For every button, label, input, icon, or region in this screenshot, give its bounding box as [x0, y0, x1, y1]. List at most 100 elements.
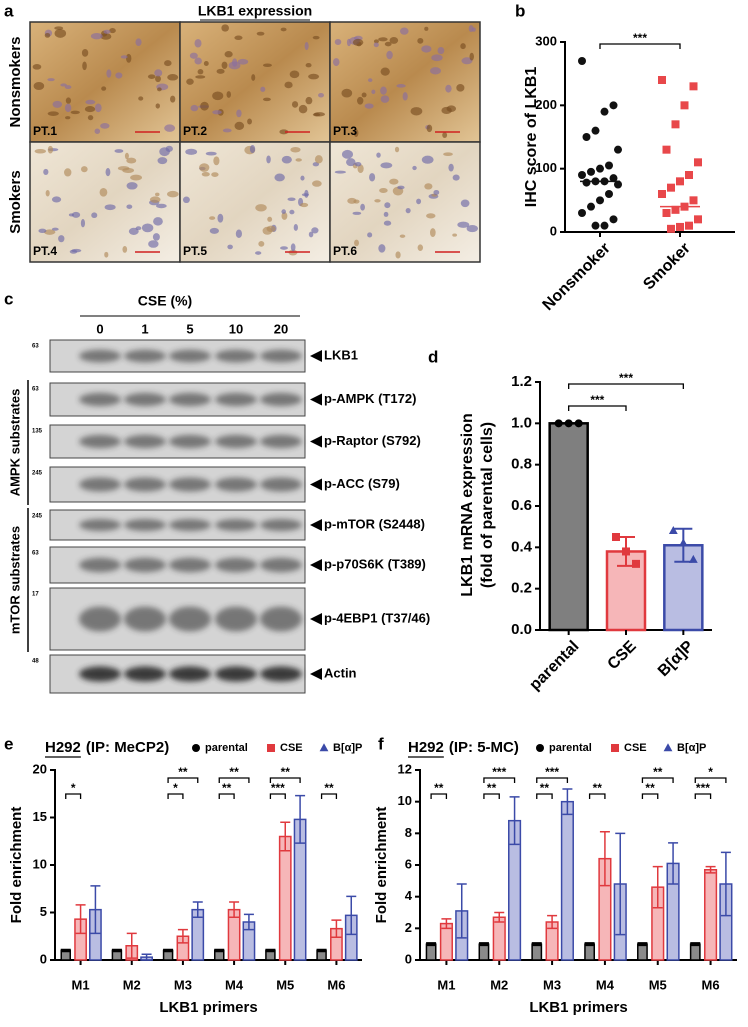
band-label: p-p70S6K (T389) [324, 556, 426, 571]
y-tick-label: 100 [535, 160, 557, 175]
cell [318, 93, 325, 98]
cell [71, 211, 81, 218]
significance-bracket [167, 777, 199, 783]
cell [126, 53, 132, 63]
y-tick-label: 0.4 [511, 538, 533, 555]
cell [256, 31, 265, 36]
ihc-image [179, 21, 331, 143]
point [667, 183, 675, 192]
cell [197, 69, 204, 75]
x-tick-label: M6 [327, 977, 345, 992]
cell [164, 124, 176, 132]
mw-marker: 17 [32, 592, 39, 598]
error-bar [562, 788, 573, 816]
cell [170, 95, 176, 103]
cell [266, 225, 276, 233]
point [671, 120, 680, 129]
cell [213, 156, 220, 166]
cell [364, 103, 374, 109]
cell [185, 148, 198, 155]
cell [64, 103, 72, 113]
cell [380, 86, 387, 95]
point [600, 107, 609, 116]
point [578, 57, 586, 65]
cell [461, 57, 473, 65]
cell [289, 209, 295, 215]
cell [45, 189, 50, 197]
error-bar [652, 865, 663, 909]
blot-band [169, 519, 211, 531]
cell [290, 146, 301, 153]
cell [182, 196, 190, 204]
cell [378, 37, 388, 42]
error-bar [615, 832, 626, 936]
blot-band [79, 557, 121, 573]
cell [430, 67, 441, 75]
cell [65, 116, 71, 120]
chart-subtitle: (IP: 5-MC) [449, 739, 519, 756]
bar [584, 943, 595, 961]
cell [54, 28, 67, 38]
point [591, 126, 600, 135]
cell [334, 170, 346, 174]
cell [126, 204, 133, 209]
significance-label: ** [222, 781, 232, 795]
y-tick-label: 5 [40, 904, 47, 919]
blot-band [260, 349, 302, 363]
significance-bracket [536, 793, 553, 799]
cell [281, 155, 292, 164]
blot-strip [49, 654, 306, 694]
error-bar [316, 948, 327, 953]
x-tick-label: parental [526, 638, 582, 694]
legend-label: CSE [624, 742, 647, 754]
blot-band [260, 519, 302, 531]
cell [164, 60, 172, 67]
cell [155, 75, 161, 83]
point [662, 209, 671, 217]
point [574, 419, 583, 428]
cell [251, 74, 256, 81]
group-label: AMPK substrates [7, 389, 22, 497]
point [694, 215, 702, 224]
legend-label: B[α]P [333, 742, 362, 754]
error-bar [426, 942, 437, 947]
band-label: p-ACC (S79) [324, 476, 400, 491]
cell [68, 213, 74, 217]
y-tick-label: 2 [405, 920, 412, 935]
blot-band [124, 349, 166, 363]
blot-band [79, 606, 121, 632]
y-tick-label: 0 [550, 223, 557, 238]
band-arrow [310, 350, 322, 362]
blot-band [79, 392, 121, 407]
lane-label: 0 [96, 321, 103, 336]
cell [300, 175, 305, 181]
cell [308, 231, 314, 238]
cell [376, 152, 381, 158]
cell [80, 219, 86, 228]
significance-label: ** [593, 781, 603, 795]
point [614, 145, 622, 154]
cell [347, 197, 357, 204]
cell [402, 92, 408, 101]
blot-band [215, 557, 257, 573]
cell [405, 208, 411, 214]
cell [360, 203, 365, 211]
bar [278, 835, 292, 961]
significance-bracket [483, 777, 516, 783]
cell [47, 145, 54, 154]
point [596, 196, 604, 205]
legend-marker [192, 744, 200, 752]
significance-bracket [536, 777, 569, 783]
significance-label: ** [487, 781, 497, 795]
band-arrow [310, 613, 322, 625]
cell [389, 178, 399, 185]
lane-label: 20 [274, 321, 288, 336]
cell [332, 58, 340, 67]
cell [165, 145, 173, 152]
cell [190, 104, 199, 112]
x-tick-label: M1 [437, 977, 455, 992]
cell [262, 97, 271, 102]
lane-label: 1 [141, 321, 148, 336]
cell [44, 32, 51, 38]
point [582, 178, 591, 187]
